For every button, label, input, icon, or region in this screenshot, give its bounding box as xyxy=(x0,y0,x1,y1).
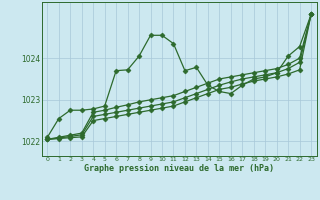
X-axis label: Graphe pression niveau de la mer (hPa): Graphe pression niveau de la mer (hPa) xyxy=(84,164,274,173)
